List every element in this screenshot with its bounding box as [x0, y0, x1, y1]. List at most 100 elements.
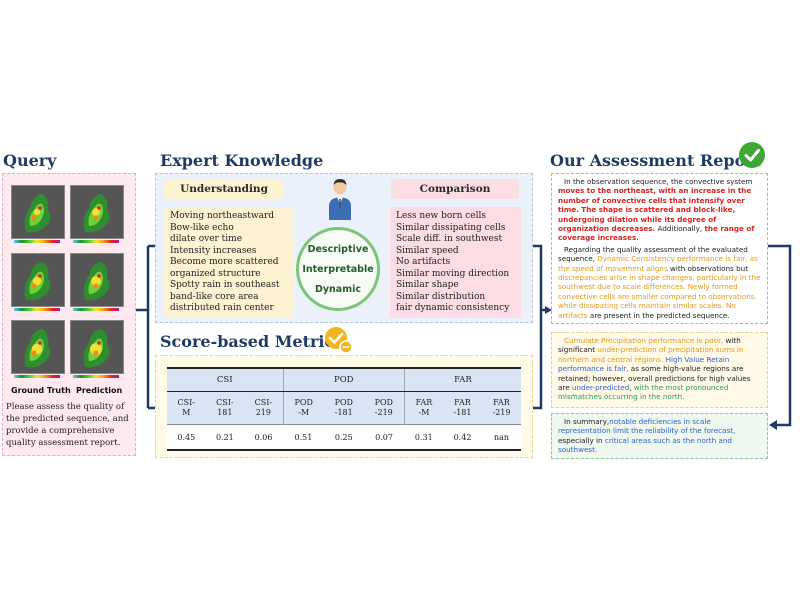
report-text-segment: Additionally, — [655, 224, 705, 234]
comparison-item: Similar dissipating cells — [396, 222, 506, 233]
metric-value-cell: nan — [481, 424, 521, 451]
report-text-segment: Cumulate Precipitation performance is po… — [564, 336, 724, 345]
metric-column-header: POD -M — [283, 391, 324, 425]
center-interpretable: Interpretable — [302, 264, 374, 275]
metrics-table: CSI POD FAR CSI- M CSI- 181 CSI- 219 POD -M… — [167, 367, 521, 451]
report-text-segment: In the observation sequence, the convect… — [564, 177, 753, 186]
colorbar-legend — [14, 240, 60, 243]
understanding-item: Bow-like echo — [170, 222, 234, 233]
colorbar-legend — [14, 375, 60, 378]
comparison-list: Less new born cells Similar dissipating c… — [390, 207, 521, 318]
report-paragraph-precipitation: Cumulate Precipitation performance is po… — [558, 336, 761, 402]
report-text-segment: No artifacts — [558, 301, 736, 320]
to-report-arrowhead — [545, 306, 552, 314]
colorbar-legend — [14, 308, 60, 311]
metric-column-header: CSI- 219 — [244, 391, 284, 425]
score-metrics-title: Score-based Metrics — [160, 332, 344, 351]
report-text-segment: The shape is scattered and block-like, u… — [558, 205, 736, 234]
comparison-item: Less new born cells — [396, 211, 486, 221]
right-bracket-line — [533, 244, 543, 410]
colorbar-legend — [73, 240, 119, 243]
understanding-list: Moving northeastward Bow-like echo dilate … — [164, 207, 294, 318]
report-text-segment: as some high-value regions are retained;… — [558, 364, 751, 393]
query-prompt: Please assess the quality of the predict… — [6, 402, 129, 448]
understanding-item: organized structure — [170, 268, 261, 279]
prediction-radar-image — [70, 185, 124, 239]
report-text-segment: Newly formed convective cells are smalle… — [558, 282, 757, 311]
group-csi: CSI — [167, 367, 284, 392]
assessment-report-title: Our Assessment Report — [550, 151, 762, 170]
comparison-item: fair dynamic consistency — [396, 303, 510, 313]
report-text-segment: Dynamic Consistency performance is fair,… — [558, 254, 758, 273]
comparison-item: No artifacts — [396, 257, 451, 267]
ground-truth-radar-image — [11, 253, 65, 307]
report-text-segment: In summary, — [564, 417, 610, 426]
report-text-segment: especially in — [558, 435, 605, 445]
check-badge-icon — [739, 142, 765, 168]
understanding-item: dilate over time — [170, 234, 243, 244]
understanding-item: Become more scattered — [170, 257, 279, 267]
metric-value-cell: 0.06 — [244, 424, 284, 451]
understanding-item: Moving northeastward — [170, 211, 275, 221]
understanding-item: distributed rain center — [170, 303, 274, 313]
report-text-segment: with observations but — [667, 263, 749, 273]
metric-column-header: FAR -181 — [443, 391, 482, 425]
metric-column-header: FAR -M — [404, 391, 444, 425]
report-flow-arrowhead — [769, 420, 777, 430]
ground-truth-label: Ground Truth — [11, 386, 71, 395]
report-box-precipitation: Cumulate Precipitation performance is po… — [551, 332, 768, 408]
report-paragraph-observation: In the observation sequence, the convect… — [558, 177, 761, 243]
report-text-segment: , — [629, 383, 634, 393]
comparison-item: Similar speed — [396, 245, 459, 256]
center-dynamic: Dynamic — [314, 284, 362, 295]
report-text-segment: are present in the predicted sequence. — [587, 310, 730, 320]
metric-value-cell: 0.45 — [167, 424, 206, 451]
report-text-segment: with significant — [558, 336, 741, 355]
report-text-segment: under-prediction of precipitation sums i… — [558, 345, 744, 364]
prediction-radar-image — [70, 320, 124, 374]
report-text-segment: High Value Retain performance is fair, — [558, 354, 730, 374]
report-text-segment: discrepancies arise in shape changes, pa… — [558, 273, 761, 292]
comparison-item: Scale diff. in southwest — [396, 234, 503, 244]
metric-column-header: POD -219 — [363, 391, 405, 425]
report-text-segment: moves to the northeast, with an increase… — [558, 186, 752, 215]
colorbar-legend — [73, 375, 119, 378]
ground-truth-radar-image — [11, 320, 65, 374]
report-text-segment: under-predicted — [571, 383, 630, 393]
group-pod: POD — [283, 367, 405, 392]
prediction-label: Prediction — [76, 386, 123, 395]
ground-truth-radar-image — [11, 185, 65, 239]
metric-value-cell: 0.21 — [205, 424, 245, 451]
metric-value-cell: 0.51 — [283, 424, 324, 451]
understanding-item: Spotty rain in southeast — [170, 280, 280, 290]
metric-column-header: POD -181 — [323, 391, 364, 425]
comparison-item: Similar moving direction — [396, 268, 510, 279]
group-far: FAR — [404, 367, 521, 392]
metric-column-header: CSI- 181 — [205, 391, 245, 425]
metric-check-badge-icon — [325, 327, 353, 354]
expert-knowledge-title: Expert Knowledge — [160, 151, 324, 170]
report-text-segment: the range of coverage increases. — [558, 224, 755, 243]
understanding-item: Intensity increases — [170, 245, 257, 256]
report-text-segment: notable deficiencies in scale representa… — [558, 417, 736, 436]
metric-value-cell: 0.07 — [363, 424, 405, 451]
report-paragraph-dynamic: Regarding the quality assessment of the … — [558, 245, 761, 320]
comparison-item: Similar shape — [396, 280, 459, 290]
understanding-item: band-like core area — [170, 291, 259, 302]
metric-column-header: FAR -219 — [481, 391, 521, 425]
center-descriptive: Descriptive — [307, 244, 369, 255]
metric-value-cell: 0.25 — [323, 424, 364, 451]
report-text-segment: Regarding the quality assessment of the … — [558, 244, 748, 264]
metric-value-cell: 0.31 — [404, 424, 444, 451]
report-paragraph-summary: In summary,notable deficiencies in scale… — [558, 417, 761, 455]
metric-value-cell: 0.42 — [443, 424, 482, 451]
report-flow-arrow — [768, 244, 792, 427]
expert-person-icon — [327, 178, 353, 220]
report-box-observation: In the observation sequence, the convect… — [551, 173, 768, 324]
prediction-radar-image — [70, 253, 124, 307]
comparison-title: Comparison — [391, 179, 519, 199]
colorbar-legend — [73, 308, 119, 311]
center-circle — [296, 227, 380, 311]
report-text-segment: critical areas such as the north and sou… — [558, 435, 732, 455]
